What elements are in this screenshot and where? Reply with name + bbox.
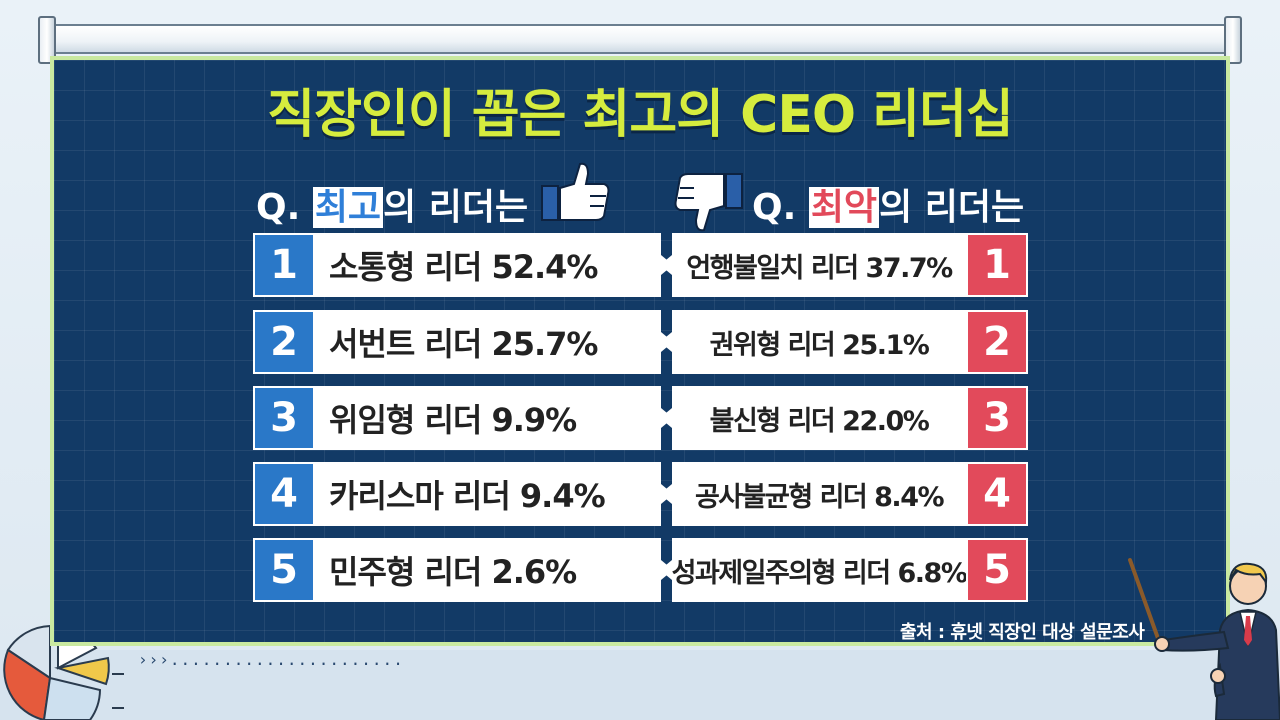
worst-question-highlight: 최악 [808,187,880,228]
best-question-suffix: 의 리더는 [383,187,529,228]
presenter-illustration [1128,558,1280,720]
page-title: 직장인이 꼽은 최고의 CEO 리더십 [267,85,1013,145]
worst-item-label: 공사불균형 리더 8.4% [672,462,966,526]
best-item-label: 위임형 리더 9.9% [315,386,661,450]
worst-rank-badge: 4 [966,462,1028,526]
worst-rank-badge: 3 [966,386,1028,450]
board-rail-left-cap [38,16,56,64]
thumbs-down-icon [674,173,743,232]
pointer-arrow-icon [660,484,672,504]
best-item-label: 민주형 리더 2.6% [315,538,661,602]
worst-item-label: 언행불일치 리더 37.7% [672,233,966,297]
worst-leader-question: Q. 최악의 리더는 [752,178,1024,230]
best-rank-badge: 4 [253,462,315,526]
worst-rank-badge: 1 [966,233,1028,297]
thumbs-up-icon [541,162,610,221]
board-top-rail [46,24,1242,54]
best-question-prefix: Q. [256,187,313,228]
worst-rank-badge: 2 [966,310,1028,374]
dotted-line-decoration: ›››...................... [138,650,404,669]
pointer-arrow-icon [660,560,672,580]
pointer-arrow-icon [660,255,672,275]
worst-item-label: 권위형 리더 25.1% [672,310,966,374]
best-question-highlight: 최고 [312,187,384,228]
best-leader-question: Q. 최고의 리더는 [256,178,528,230]
pointer-arrow-icon [660,332,672,352]
worst-question-suffix: 의 리더는 [879,187,1025,228]
best-rank-badge: 2 [253,310,315,374]
best-item-label: 카리스마 리더 9.4% [315,462,661,526]
pie-chart-decoration-icon [3,624,124,720]
best-rank-badge: 3 [253,386,315,450]
best-item-label: 소통형 리더 52.4% [315,233,661,297]
best-rank-badge: 5 [253,538,315,602]
board-rail-right-cap [1224,16,1242,64]
worst-rank-badge: 5 [966,538,1028,602]
best-item-label: 서번트 리더 25.7% [315,310,661,374]
worst-question-prefix: Q. [752,187,809,228]
floor [0,650,1280,720]
worst-item-label: 성과제일주의형 리더 6.8% [672,538,968,602]
pointer-arrow-icon [660,408,672,428]
best-rank-badge: 1 [253,233,315,297]
worst-item-label: 불신형 리더 22.0% [672,386,966,450]
source-note: 출처 : 휴넷 직장인 대상 설문조사 [900,622,1145,643]
